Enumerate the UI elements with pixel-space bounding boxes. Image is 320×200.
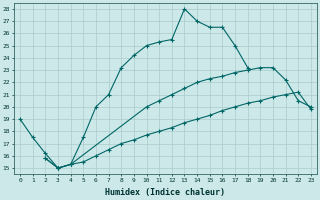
X-axis label: Humidex (Indice chaleur): Humidex (Indice chaleur) [106,188,226,197]
